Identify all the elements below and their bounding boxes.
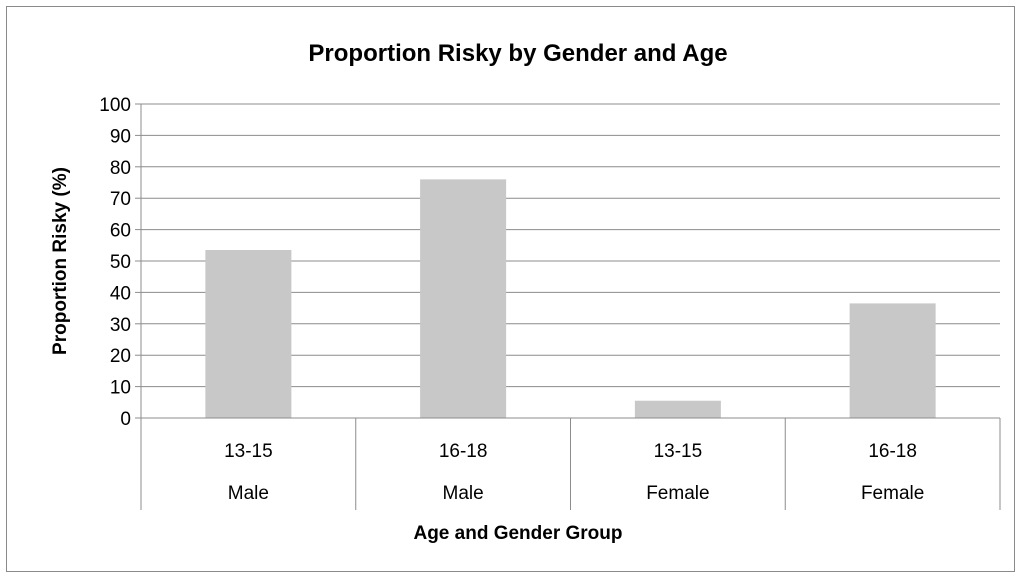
x-tick-label-age: 16-18 <box>868 441 917 462</box>
y-tick-label: 10 <box>110 378 131 399</box>
y-tick-label: 90 <box>110 126 131 147</box>
y-tick-labels: 0 10 20 30 40 50 60 70 80 90 100 <box>99 95 131 430</box>
y-tick-label: 100 <box>99 95 131 116</box>
y-tick-label: 50 <box>110 252 131 273</box>
x-tick-label-gender: Male <box>228 483 269 504</box>
y-tick-label: 60 <box>110 221 131 242</box>
chart-frame <box>6 6 1015 572</box>
bar <box>205 250 292 418</box>
y-tick-label: 30 <box>110 315 131 336</box>
y-tick-label: 40 <box>110 283 131 304</box>
y-tick-label: 20 <box>110 346 131 367</box>
x-tick-label-age: 13-15 <box>654 441 703 462</box>
x-tick-label-gender: Female <box>861 483 924 504</box>
x-tick-labels: 13-15 Male 16-18 Male 13-15 Female 16-18 Female <box>224 441 924 504</box>
y-tick-label: 70 <box>110 189 131 210</box>
y-tick-label: 80 <box>110 158 131 179</box>
x-tick-label-gender: Female <box>646 483 709 504</box>
y-axis-title: Proportion Risky (%) <box>50 167 71 355</box>
x-tick-label-age: 16-18 <box>439 441 488 462</box>
axes <box>135 103 1001 510</box>
x-axis-title: Age and Gender Group <box>413 523 622 544</box>
bar <box>634 400 721 418</box>
x-tick-label-age: 13-15 <box>224 441 273 462</box>
bar <box>849 303 936 418</box>
bar <box>420 179 507 418</box>
bars <box>205 179 936 418</box>
x-tick-label-gender: Male <box>443 483 484 504</box>
y-tick-label: 0 <box>120 409 131 430</box>
chart-title: Proportion Risky by Gender and Age <box>308 40 727 67</box>
